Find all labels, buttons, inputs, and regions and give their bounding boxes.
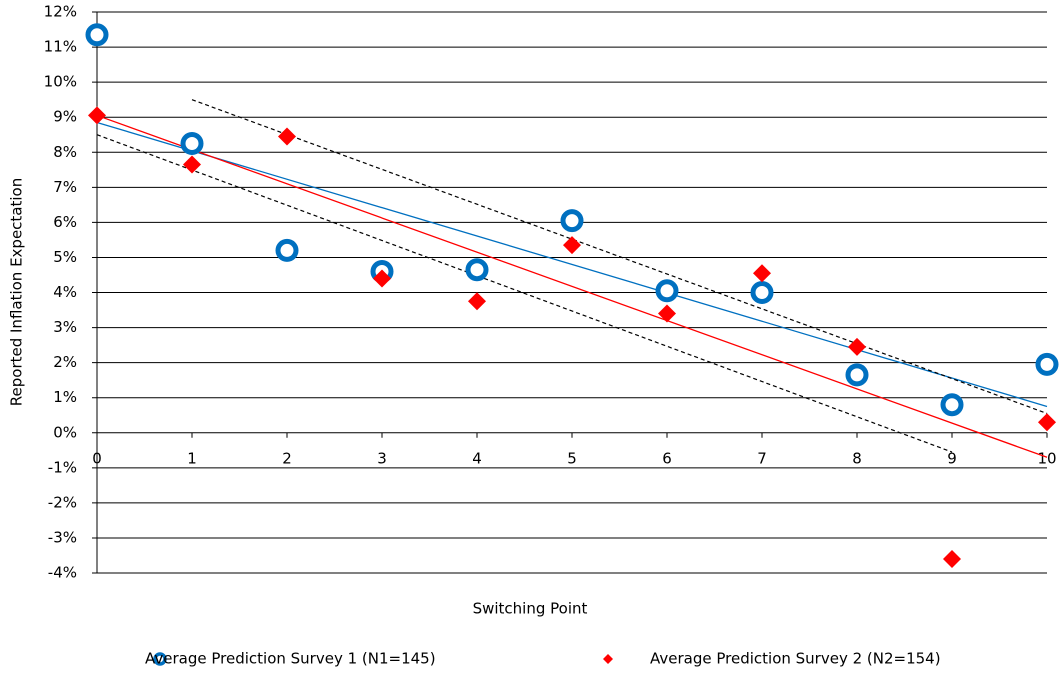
- x-tick-label: 6: [662, 449, 672, 467]
- y-tick-label: 8%: [53, 143, 77, 161]
- trendline: [96, 134, 953, 453]
- y-tick-label: -1%: [48, 458, 77, 476]
- x-tick-label: 7: [757, 449, 767, 467]
- x-axis-title: Switching Point: [473, 600, 588, 618]
- x-tick-label: 2: [282, 449, 292, 467]
- marker-diamond: [373, 269, 391, 288]
- marker-diamond: [848, 337, 866, 356]
- marker-circle: [750, 281, 774, 304]
- marker-diamond: [658, 304, 676, 323]
- x-tick-label: 8: [852, 449, 862, 467]
- y-tick-label: 6%: [53, 213, 77, 231]
- marker-diamond: [563, 236, 581, 255]
- marker-diamond: [1038, 413, 1056, 432]
- marker-circle: [85, 23, 109, 47]
- y-tick-label: 4%: [53, 283, 77, 301]
- marker-diamond: [88, 106, 106, 125]
- trendline: [96, 121, 1048, 408]
- trendline: [96, 114, 1048, 458]
- marker-circle: [655, 279, 679, 303]
- marker-circle: [180, 131, 204, 155]
- x-tick-label: 4: [472, 449, 482, 467]
- marker-diamond: [183, 155, 201, 174]
- marker-circle: [940, 393, 964, 417]
- y-tick-label: 9%: [53, 108, 77, 126]
- legend-marker: [603, 654, 613, 664]
- marker-diamond: [943, 549, 961, 568]
- y-tick-label: 7%: [53, 178, 77, 196]
- y-tick-label: 5%: [53, 248, 77, 266]
- marker-circle: [1035, 352, 1059, 376]
- marker-diamond: [468, 292, 486, 311]
- x-tick-label: 9: [947, 449, 957, 467]
- y-tick-label: 12%: [44, 3, 77, 21]
- y-tick-label: 1%: [53, 388, 77, 406]
- legend-marker: [153, 652, 167, 666]
- x-tick-label: 5: [567, 449, 577, 467]
- x-tick-label: 10: [1037, 449, 1056, 467]
- x-tick-label: 0: [92, 449, 102, 467]
- y-tick-label: -2%: [48, 493, 77, 511]
- y-tick-label: 11%: [44, 38, 77, 56]
- trendline: [191, 99, 1048, 415]
- y-axis-title: Reported Inflation Expectation: [8, 178, 26, 406]
- marker-circle: [275, 238, 299, 262]
- marker-diamond: [753, 264, 771, 283]
- marker-diamond: [278, 127, 296, 146]
- legend-label: Average Prediction Survey 1 (N1=145): [145, 650, 436, 668]
- x-tick-label: 3: [377, 449, 387, 467]
- y-tick-label: 10%: [44, 73, 77, 91]
- y-tick-label: 3%: [53, 318, 77, 336]
- marker-circle: [560, 209, 584, 233]
- legend-label: Average Prediction Survey 2 (N2=154): [650, 650, 941, 668]
- y-tick-label: 0%: [53, 423, 77, 441]
- marker-circle: [465, 258, 489, 282]
- marker-circle: [845, 363, 869, 387]
- y-tick-label: 2%: [53, 353, 77, 371]
- y-tick-label: -3%: [48, 528, 77, 546]
- y-tick-label: -4%: [48, 564, 77, 582]
- x-tick-label: 1: [187, 449, 197, 467]
